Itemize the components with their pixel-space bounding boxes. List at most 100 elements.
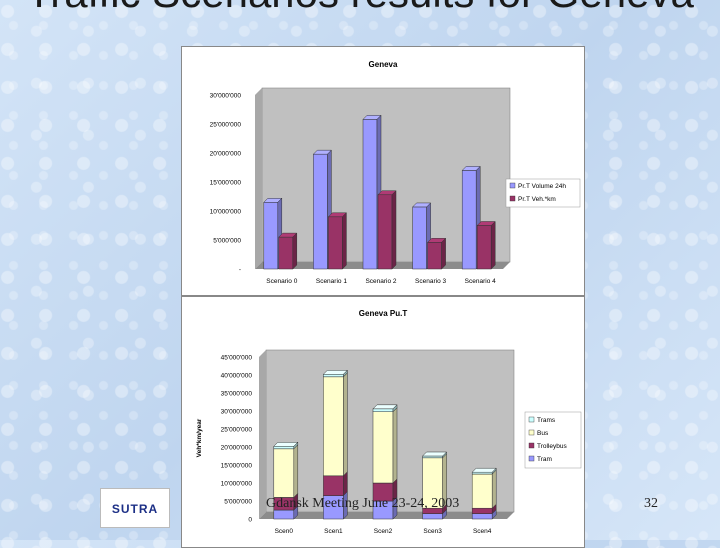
chart1-bar-side — [292, 232, 298, 270]
chart1-ytick-label: 30'000'000 — [210, 93, 242, 100]
chart1-ytick-label: 5'000'000 — [213, 238, 241, 245]
chart2-bar-segment — [471, 469, 497, 509]
chart2-bar-segment — [372, 404, 398, 413]
chart2-legend-swatch — [528, 429, 535, 436]
chart1-xtick-label: Scenario 0 — [266, 278, 297, 285]
chart1-bar-side — [441, 237, 446, 270]
chart1-legend-swatch — [509, 182, 516, 189]
chart2-bar-segment-side — [491, 467, 497, 475]
chart-geneva-put-svg: Geneva Pu.T 0 5'000'000 10'000'000 15'000'00… — [196, 309, 582, 535]
chart1-ytick-label: 15'000'000 — [210, 180, 242, 187]
chart1-legend-box — [505, 178, 581, 208]
chart2-bar-segment-front — [323, 376, 344, 477]
chart2-xtick-label: Scen3 — [423, 528, 442, 535]
chart1-bar-front — [328, 216, 343, 270]
chart2-bar-segment-side — [491, 469, 497, 509]
chart2-bar-segment-front — [471, 507, 493, 514]
chart2-bar-segment-front — [471, 471, 493, 475]
chart1-xtick-label: Scenario 4 — [465, 278, 496, 285]
chart2-bar-segment-front — [273, 448, 295, 498]
chart1-bar — [327, 212, 348, 270]
chart2-bar-segment-side — [293, 444, 299, 499]
chart1-title: Geneva — [369, 60, 398, 69]
chart2-bar-segment — [273, 444, 299, 499]
logo-text: SUTRA — [111, 502, 159, 516]
chart2-bar-segment-front — [471, 513, 493, 520]
chart2-xtick-label: Scen0 — [275, 528, 294, 535]
chart2-bar-segment-front — [323, 374, 344, 378]
chart1-bar-front — [377, 194, 393, 270]
chart2-bar-segment-front — [422, 513, 443, 520]
chart2-bar-segment-front — [372, 411, 394, 484]
chart1-xtick-label: Scenario 2 — [365, 278, 396, 285]
chart2-legend-label: Trolleybus — [537, 443, 567, 450]
chart2-bar-segment-front — [323, 475, 344, 496]
chart1-bar-front — [278, 236, 294, 270]
chart1-ytick-label: 10'000'000 — [210, 209, 242, 216]
chart1-xtick-label: Scenario 1 — [316, 278, 347, 285]
chart2-bar-segment — [322, 369, 349, 378]
chart2-bar-segment-side — [293, 441, 299, 450]
sutra-logo: SUTRA — [100, 488, 170, 528]
chart2-ytick-label: 40'000'000 — [221, 373, 253, 380]
chart2-legend-box — [524, 411, 582, 469]
chart1-xtick-label: Scenario 3 — [415, 278, 446, 285]
chart2-ytick-label: 30'000'000 — [221, 409, 253, 416]
chart2-bar-segment-front — [273, 446, 295, 450]
chart1-legend-label: Pr.T Veh.*km — [518, 196, 556, 203]
chart2-xtick-label: Scen1 — [324, 528, 343, 535]
chart1-bar-side — [342, 212, 347, 270]
chart2-legend-swatch — [528, 416, 535, 423]
chart2-ytick-label: 5'000'000 — [224, 499, 252, 506]
chart1-ytick-label: - — [239, 267, 241, 274]
chart1-bar-front — [461, 170, 477, 270]
chart1-bar-front — [263, 202, 279, 270]
chart2-bar-segment-front — [372, 408, 394, 412]
chart1-bar-front — [412, 206, 427, 270]
chart2-ylabel: Veh*km/year — [196, 418, 203, 457]
chart2-legend-label: Trams — [537, 417, 556, 424]
chart2-bar-segment — [372, 407, 398, 484]
chart1-legend-swatch — [509, 195, 516, 202]
chart1-bar-front — [362, 119, 378, 270]
chart1-bar — [426, 237, 447, 270]
chart1-bar — [278, 232, 298, 270]
chart2-bar-segment-side — [392, 404, 398, 413]
chart2-legend-label: Tram — [537, 456, 552, 463]
chart1-bar-side — [490, 220, 496, 270]
chart2-bar-segment — [421, 453, 448, 509]
chart1-bar-front — [427, 242, 442, 270]
slide-title: Traffic Scenarios results for Geneva — [0, 0, 720, 16]
chart2-ytick-label: 25'000'000 — [221, 427, 253, 434]
chart1-sidewall — [255, 88, 262, 269]
chart-geneva-put: Geneva Pu.T 0 5'000'000 10'000'000 15'000'00… — [181, 296, 585, 548]
chart2-ytick-label: 10'000'000 — [221, 481, 253, 488]
chart1-bar-side — [391, 190, 397, 270]
chart2-bar-segment — [273, 441, 299, 450]
chart2-bar-segment-side — [343, 372, 348, 477]
chart2-bar-segment-side — [392, 407, 398, 484]
chart1-legend-label: Pr.T Volume 24h — [518, 183, 566, 190]
chart2-xtick-label: Scen4 — [473, 528, 492, 535]
chart2-ytick-label: 20'000'000 — [221, 445, 253, 452]
chart-geneva-prt: Geneva - 5'000'000 10'000'000 15'000'000 20'0… — [181, 46, 585, 296]
chart2-ytick-label: 35'000'000 — [221, 391, 253, 398]
page-number: 32 — [644, 496, 658, 511]
chart2-title: Geneva Pu.T — [359, 309, 408, 318]
chart2-bar-segment-front — [471, 473, 493, 509]
chart2-bar-segment — [322, 372, 349, 477]
chart-geneva-prt-svg: Geneva - 5'000'000 10'000'000 15'000'000 20'0… — [210, 60, 581, 285]
chart1-bar-front — [476, 225, 492, 270]
chart2-bar-segment-side — [343, 369, 348, 378]
chart2-sidewall — [259, 350, 266, 519]
chart2-ytick-label: 45'000'000 — [221, 355, 253, 362]
chart2-bar-segment-front — [422, 455, 443, 459]
chart1-bar — [377, 190, 397, 270]
chart2-ytick-label: 0 — [248, 517, 252, 524]
chart2-bar-segment — [421, 451, 448, 459]
chart1-bar — [312, 149, 333, 270]
footer-text: Gdansk Meeting June 23-24, 2003 — [266, 496, 460, 511]
chart2-bar-segment-side — [442, 451, 447, 459]
chart2-legend-label: Bus — [537, 430, 549, 437]
chart2-bar-segment — [471, 467, 497, 475]
